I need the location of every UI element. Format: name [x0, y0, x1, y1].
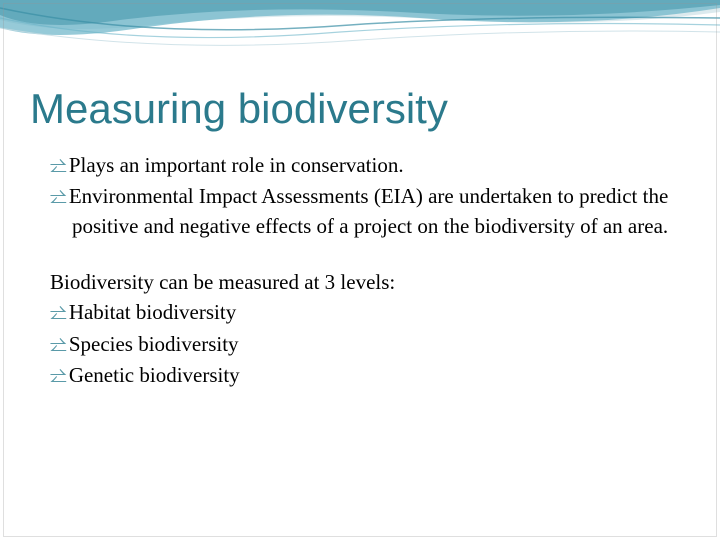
- bullet-item: ⥨Habitat biodiversity: [30, 298, 690, 327]
- bullet-icon: ⥨: [50, 364, 67, 387]
- bullet-icon: ⥨: [50, 333, 67, 356]
- bullet-icon: ⥨: [50, 154, 67, 177]
- bullet-item: ⥨Environmental Impact Assessments (EIA) …: [30, 182, 690, 240]
- intro-text: Biodiversity can be measured at 3 levels…: [30, 268, 690, 296]
- bullet-item: ⥨Genetic biodiversity: [30, 361, 690, 390]
- bullet-text: Species biodiversity: [69, 332, 239, 356]
- bullet-item: ⥨Species biodiversity: [30, 330, 690, 359]
- bullet-icon: ⥨: [50, 185, 67, 208]
- bullet-text: Plays an important role in conservation.: [69, 153, 404, 177]
- slide-content: Measuring biodiversity ⥨Plays an importa…: [0, 0, 720, 412]
- bullet-icon: ⥨: [50, 301, 67, 324]
- bullet-text: Habitat biodiversity: [69, 300, 236, 324]
- bullet-text: Environmental Impact Assessments (EIA) a…: [69, 184, 668, 237]
- bullet-item: ⥨Plays an important role in conservation…: [30, 151, 690, 180]
- slide-title: Measuring biodiversity: [30, 85, 690, 133]
- bullet-text: Genetic biodiversity: [69, 363, 240, 387]
